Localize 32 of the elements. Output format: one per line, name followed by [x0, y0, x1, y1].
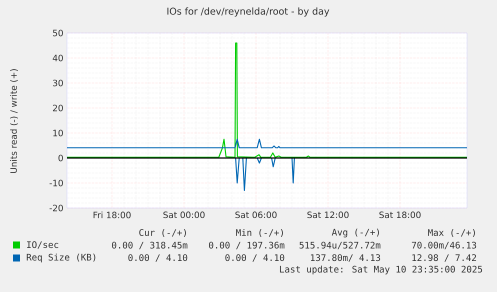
y-tick-label: -20 [50, 204, 63, 212]
text: Last update: Sat May 10 23:35:00 2025 [280, 266, 482, 274]
x-tick-label: Sat 00:00 [163, 212, 205, 218]
text: 12.98 / 7.42 [412, 254, 476, 262]
text: Min (-/+) [236, 228, 283, 238]
text: Avg (-/+) [332, 228, 379, 238]
y-axis-title: Units read (-) / write (+) [10, 69, 18, 173]
text: 0.00 / 4.10 [225, 254, 284, 262]
y-tick-label: 20 [52, 104, 63, 112]
y-tick-label: 40 [52, 54, 63, 62]
x-tick-label: Sat 18:00 [379, 212, 421, 218]
text: 0.00 / 318.45m [112, 242, 188, 250]
text: Cur (-/+) [139, 228, 186, 238]
text: Max (-/+) [428, 228, 475, 238]
y-tick-label: 30 [53, 80, 63, 86]
text: 515.94u/527.72m [300, 242, 380, 250]
y-tick-label: 0 [58, 154, 63, 162]
text: 70.00m/46.13 [412, 242, 476, 250]
x-tick-label: Sat 12:00 [307, 212, 349, 218]
y-tick-label: 10 [53, 130, 63, 136]
y-tick-label: 50 [53, 30, 63, 36]
x-tick-label: Sat 06:00 [235, 212, 277, 218]
line-series [67, 42, 468, 158]
y-tick-label: -10 [50, 180, 63, 186]
x-tick-label: Fri 18:00 [94, 212, 131, 218]
chart-title: IOs for /dev/reynelda/root - by day [167, 7, 330, 17]
text: 0.00 / 4.10 [128, 254, 188, 262]
text: 137.80m/ 4.13 [310, 254, 380, 262]
legend-label: Req Size (KB) [26, 254, 96, 262]
line-series [67, 138, 468, 148]
text: 0.00 / 197.36m [208, 242, 284, 250]
legend-label: IO/sec [27, 241, 58, 249]
